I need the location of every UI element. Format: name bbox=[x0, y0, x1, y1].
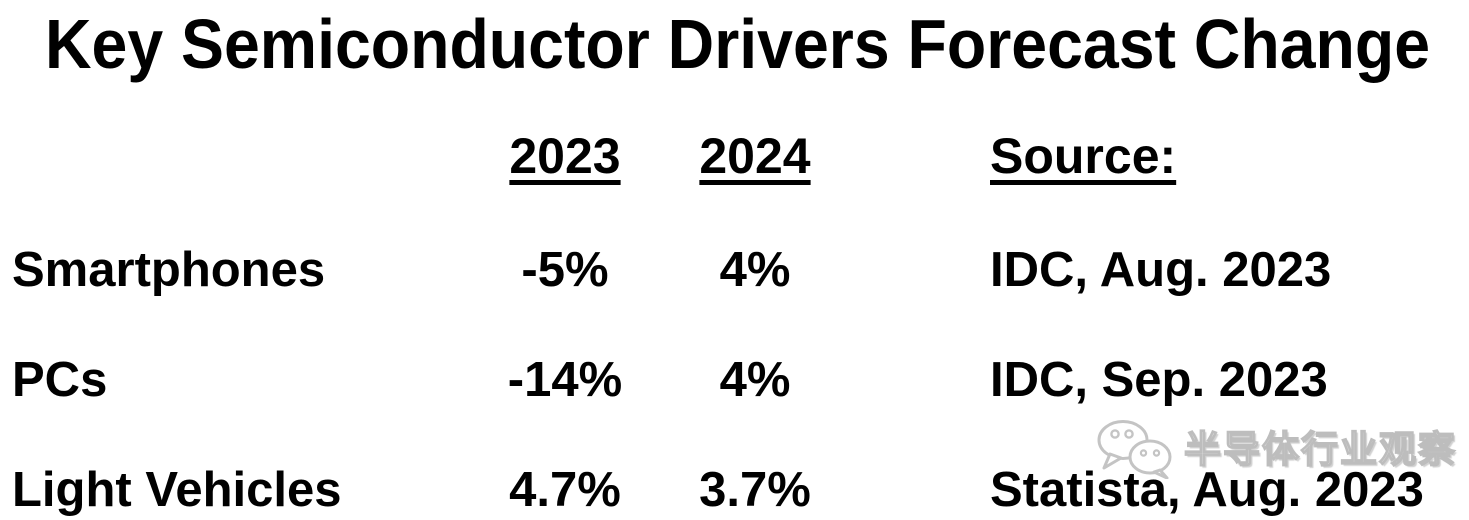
table-header-row: 2023 2024 Source: bbox=[0, 131, 1469, 183]
page-title: Key Semiconductor Drivers Forecast Chang… bbox=[45, 5, 1431, 83]
value-smartphones-2024: 4% bbox=[719, 243, 791, 297]
table-row: Smartphones -5% 4% IDC, Aug. 2023 bbox=[0, 246, 1469, 298]
row-label-pcs: PCs bbox=[12, 353, 108, 407]
value-pcs-2024: 4% bbox=[719, 353, 791, 407]
source-light-vehicles: Statista, Aug. 2023 bbox=[990, 463, 1424, 517]
source-smartphones: IDC, Aug. 2023 bbox=[990, 243, 1332, 297]
row-label-light-vehicles: Light Vehicles bbox=[12, 463, 342, 517]
value-pcs-2023: -14% bbox=[507, 353, 623, 407]
table-row: PCs -14% 4% IDC, Sep. 2023 bbox=[0, 356, 1469, 408]
source-pcs: IDC, Sep. 2023 bbox=[990, 353, 1328, 407]
value-light-vehicles-2023: 4.7% bbox=[509, 463, 621, 517]
column-header-2024: 2024 bbox=[699, 128, 811, 184]
value-smartphones-2023: -5% bbox=[521, 243, 609, 297]
row-label-smartphones: Smartphones bbox=[12, 243, 326, 297]
column-header-source: Source: bbox=[990, 128, 1177, 184]
watermark-text: 半导体行业观察 bbox=[1183, 428, 1457, 470]
value-light-vehicles-2024: 3.7% bbox=[699, 463, 811, 517]
table-row: Light Vehicles 4.7% 3.7% Statista, Aug. … bbox=[0, 466, 1469, 518]
column-header-2023: 2023 bbox=[509, 128, 621, 184]
